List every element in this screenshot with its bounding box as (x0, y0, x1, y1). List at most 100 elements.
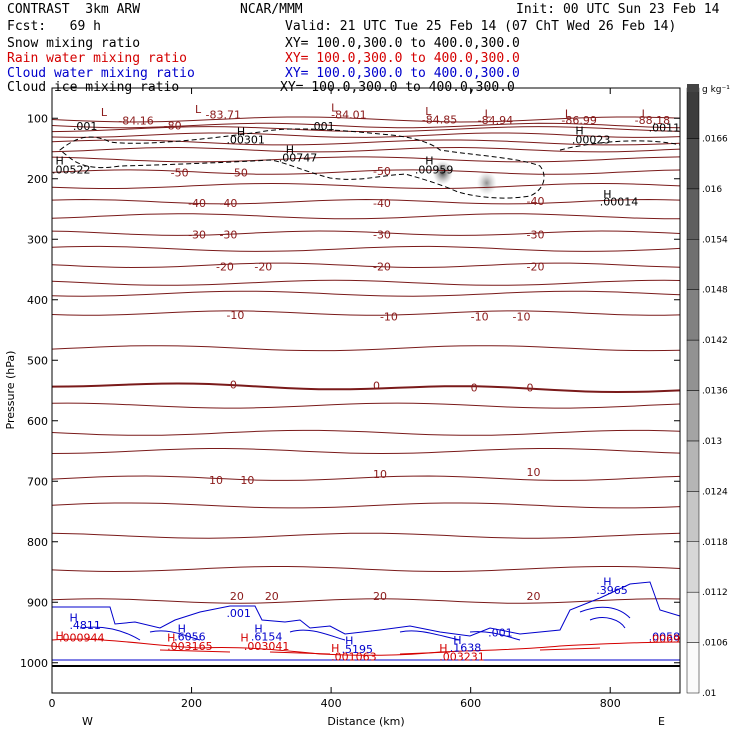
contour-label: -10 (513, 311, 531, 324)
isotherm-line--10 (51, 310, 681, 316)
extremum-marker: H (178, 622, 186, 635)
isotherm-line--50 (51, 169, 681, 175)
colorbar-label: .0106 (702, 639, 728, 649)
cloud-water-contours (51, 581, 681, 661)
x-tick-label: 0 (49, 697, 56, 710)
isotherm-minor-line (51, 448, 681, 455)
isotherm-minor-line (51, 429, 681, 436)
contour-label: .00522 (52, 164, 91, 177)
contour-label: -84.01 (331, 109, 366, 122)
isotherm-minor-line (51, 532, 681, 539)
contour-label: .000944 (59, 631, 105, 644)
extremum-marker: L (195, 103, 202, 116)
model-title: CONTRAST 3km ARW (7, 2, 141, 17)
rain-water-inner (159, 647, 601, 655)
y-tick-label: 500 (27, 354, 48, 367)
contour-label: .001 (226, 607, 251, 620)
contour-label: -20 (216, 260, 234, 273)
y-tick-label: 800 (27, 536, 48, 549)
contour-label: -30 (526, 228, 544, 241)
contour-label: .003231 (439, 651, 485, 664)
west-label: W (82, 715, 93, 728)
colorbar-swatch (686, 440, 700, 492)
colorbar-label: .0136 (702, 387, 728, 397)
isotherm-minor-line (51, 566, 681, 573)
contour-label: -10 (471, 311, 489, 324)
contour-label: -50 (373, 165, 391, 178)
colorbar-swatch (686, 87, 700, 139)
contour-label: 10 (526, 466, 540, 479)
cloud-water-inner (79, 606, 631, 641)
contour-label: 20 (526, 590, 540, 603)
contour-label: .001 (73, 120, 98, 133)
y-axis-title: Pressure (hPa) (4, 351, 17, 430)
colorbar-swatch (686, 239, 700, 290)
extremum-marker: H (345, 634, 353, 647)
valid-time: Valid: 21 UTC Tue 25 Feb 14 (07 ChT Wed … (285, 19, 677, 34)
isotherm-minor-line (51, 126, 681, 133)
contour-label: -40 (188, 197, 206, 210)
y-tick-label: 200 (27, 173, 48, 186)
extremum-marker: H (425, 155, 433, 168)
y-tick-label: 100 (27, 112, 48, 125)
colorbar-label: .0148 (702, 286, 728, 296)
colorbar-swatch (686, 289, 700, 341)
contour-label: -10 (380, 311, 398, 324)
contour-label: 20 (230, 590, 244, 603)
x-tick-label: 800 (600, 697, 621, 710)
colorbar-swatch (686, 339, 700, 391)
contour-label: -30 (219, 228, 237, 241)
contour-label: -20 (373, 260, 391, 273)
isotherm-minor-line (51, 156, 681, 163)
extremum-marker: H (453, 634, 461, 647)
field-xy-rain: XY= 100.0,300.0 to 400.0,300.0 (285, 51, 520, 66)
x-tick-label: 600 (460, 697, 481, 710)
contour-label: .003041 (244, 640, 290, 653)
contour-label: .6056 (174, 631, 206, 644)
colorbar-label: .0124 (702, 487, 728, 497)
snow-blob-0 (432, 160, 453, 185)
isotherm-minor-line (51, 402, 681, 409)
contour-label: .001063 (331, 651, 377, 664)
contour-label: .003165 (167, 640, 213, 653)
extremum-marker: H (331, 642, 339, 655)
extremum-marker: H (167, 631, 175, 644)
extremum-marker: H (55, 630, 63, 643)
contour-label: -83.71 (206, 109, 241, 122)
contour-label: 10 (240, 474, 254, 487)
y-tick-label: 1000 (20, 657, 48, 670)
init-time: Init: 00 UTC Sun 23 Feb 14 (516, 2, 720, 17)
contour-label: -84.85 (422, 113, 457, 126)
contour-label: .00023 (572, 133, 611, 146)
rain-water-outline (51, 638, 681, 656)
isotherm-line-0 (51, 382, 681, 394)
contour-label: -86.99 (561, 114, 596, 127)
y-tick-label: 300 (27, 233, 48, 246)
contour-label: -10 (226, 309, 244, 322)
isotherm-line--40 (51, 198, 681, 205)
plot-frame (51, 87, 681, 694)
cloud-ice-outline (59, 128, 545, 199)
contour-label: -88.18 (635, 114, 670, 127)
isotherm-line--60 (51, 146, 681, 153)
x-axis-title: Distance (km) (327, 715, 404, 728)
isotherm-line--70 (51, 132, 681, 138)
cloud-ice-contours (59, 128, 681, 199)
x-tick-label: 400 (321, 697, 342, 710)
colorbar-units: g kg⁻¹ (702, 85, 730, 95)
colorbar-label: .0154 (702, 235, 728, 245)
isotherm-minor-line (51, 213, 681, 220)
field-xy-snow: XY= 100.0,300.0 to 400.0,300.0 (285, 36, 520, 51)
isotherm-minor-line (51, 116, 681, 123)
colorbar-label: .0112 (702, 588, 728, 598)
contour-label: .0011 (649, 121, 681, 134)
extremum-marker: H (286, 144, 294, 157)
y-tick-label: 900 (27, 596, 48, 609)
extremum-marker: H (439, 642, 447, 655)
cloud-water-outline (51, 581, 681, 661)
contour-label: 0 (230, 378, 237, 391)
contour-label: .5195 (342, 643, 374, 656)
contour-label: -40 (526, 195, 544, 208)
extremum-marker: H (240, 631, 248, 644)
